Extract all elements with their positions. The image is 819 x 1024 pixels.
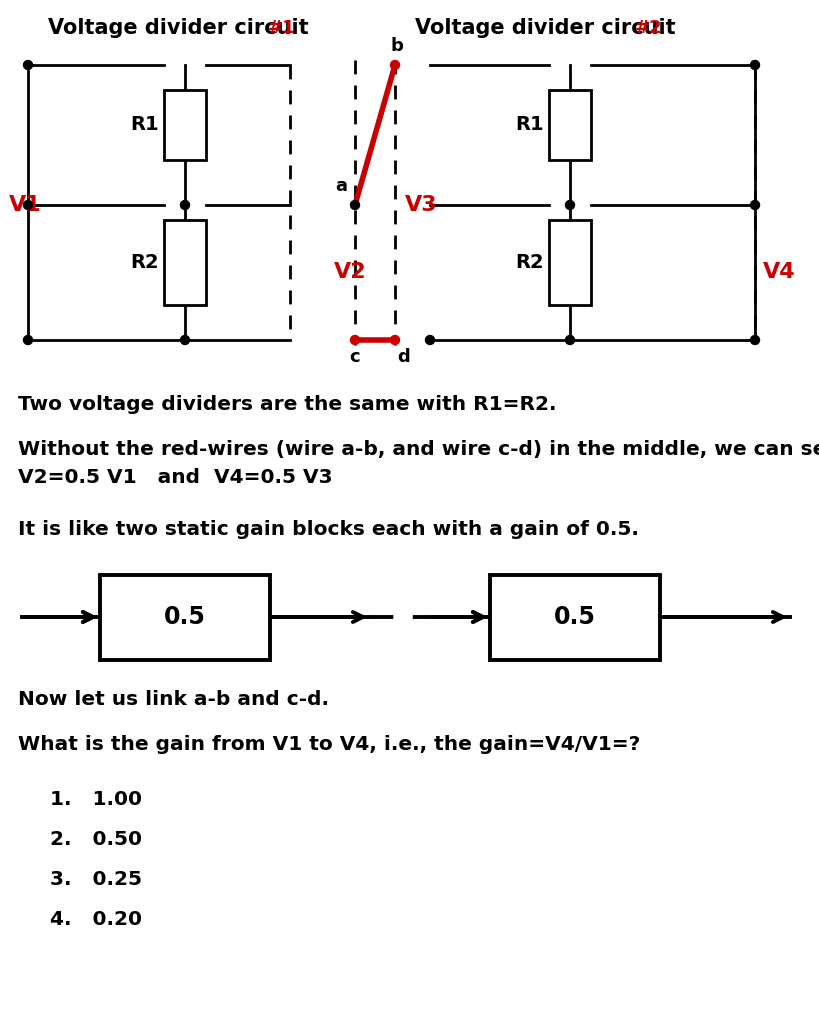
Text: Voltage divider circuit: Voltage divider circuit [414, 18, 682, 38]
Text: V4: V4 [762, 262, 794, 282]
Text: It is like two static gain blocks each with a gain of 0.5.: It is like two static gain blocks each w… [18, 520, 638, 539]
Circle shape [350, 201, 359, 210]
Circle shape [565, 201, 574, 210]
Text: b: b [390, 37, 403, 55]
Text: Without the red-wires (wire a-b, and wire c-d) in the middle, we can see: Without the red-wires (wire a-b, and wir… [18, 440, 819, 459]
Circle shape [565, 336, 574, 344]
Text: #2: #2 [634, 19, 662, 37]
Bar [164, 90, 206, 160]
Text: R1: R1 [515, 116, 543, 134]
Circle shape [350, 336, 359, 344]
Circle shape [24, 60, 33, 70]
Text: R1: R1 [130, 116, 159, 134]
Circle shape [425, 336, 434, 344]
Bar [490, 575, 659, 660]
Text: Now let us link a-b and c-d.: Now let us link a-b and c-d. [18, 690, 328, 709]
Circle shape [24, 336, 33, 344]
Text: #1: #1 [268, 19, 296, 37]
Text: 4.   0.20: 4. 0.20 [50, 910, 142, 929]
Text: V1: V1 [9, 195, 42, 215]
Circle shape [180, 201, 189, 210]
Circle shape [24, 201, 33, 210]
Text: V3: V3 [405, 195, 437, 215]
Bar [549, 90, 590, 160]
Circle shape [749, 201, 758, 210]
Circle shape [180, 336, 189, 344]
Circle shape [390, 336, 399, 344]
Circle shape [749, 336, 758, 344]
Text: 0.5: 0.5 [554, 605, 595, 629]
Circle shape [749, 60, 758, 70]
Text: V2=0.5 V1   and  V4=0.5 V3: V2=0.5 V1 and V4=0.5 V3 [18, 468, 333, 487]
Circle shape [390, 60, 399, 70]
Bar [549, 220, 590, 305]
Text: R2: R2 [515, 253, 543, 271]
Text: 2.   0.50: 2. 0.50 [50, 830, 142, 849]
Text: Voltage divider circuit: Voltage divider circuit [48, 18, 315, 38]
Text: 3.   0.25: 3. 0.25 [50, 870, 142, 889]
Text: 1.   1.00: 1. 1.00 [50, 790, 142, 809]
Text: V2: V2 [333, 262, 366, 282]
Text: d: d [396, 348, 410, 366]
Bar [100, 575, 269, 660]
Text: c: c [349, 348, 360, 366]
Text: What is the gain from V1 to V4, i.e., the gain=V4/V1=?: What is the gain from V1 to V4, i.e., th… [18, 735, 640, 754]
Text: a: a [335, 177, 346, 195]
Text: 0.5: 0.5 [164, 605, 206, 629]
Bar [164, 220, 206, 305]
Text: R2: R2 [130, 253, 159, 271]
Text: Two voltage dividers are the same with R1=R2.: Two voltage dividers are the same with R… [18, 395, 556, 414]
